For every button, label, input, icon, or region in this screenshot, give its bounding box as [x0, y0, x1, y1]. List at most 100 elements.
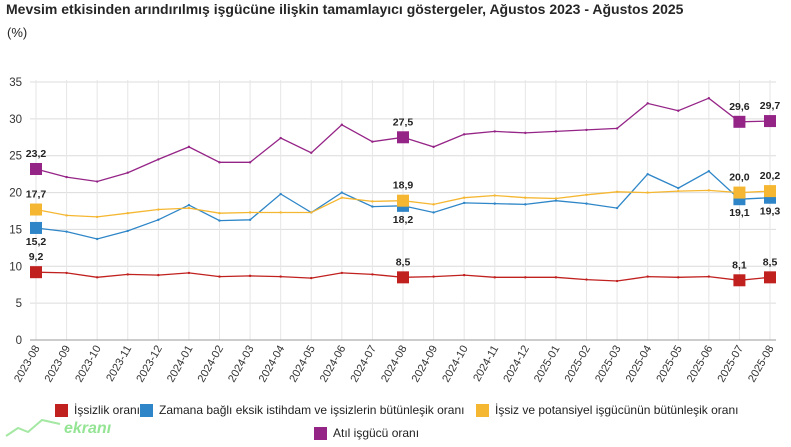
x-tick-label: 2023-09: [43, 344, 74, 385]
highlight-marker: [764, 115, 776, 128]
data-point: [371, 273, 374, 276]
data-point: [65, 214, 68, 217]
x-tick-label: 2024-09: [410, 344, 441, 385]
x-tick-label: 2024-12: [501, 344, 532, 385]
data-label: 23,2: [26, 148, 47, 160]
data-point: [432, 203, 435, 206]
data-point: [157, 218, 160, 222]
data-point: [432, 275, 435, 278]
highlight-marker: [733, 274, 746, 287]
data-point: [310, 151, 313, 154]
data-point: [218, 161, 221, 164]
data-point: [310, 276, 313, 280]
data-point: [585, 128, 588, 132]
y-tick-label: 20: [9, 188, 22, 200]
data-point: [677, 109, 680, 112]
data-point: [279, 192, 282, 196]
highlight-marker: [397, 194, 409, 207]
data-point: [371, 200, 374, 203]
highlight-marker: [733, 186, 746, 199]
data-point: [585, 278, 588, 281]
x-tick-label: 2023-10: [73, 344, 104, 385]
data-point: [371, 205, 374, 208]
data-point: [707, 97, 711, 100]
data-point: [310, 211, 313, 214]
unit-label: (%): [7, 25, 28, 40]
x-tick-label: 2025-04: [624, 344, 655, 385]
x-tick-label: 2024-10: [440, 344, 471, 385]
data-label: 18,2: [393, 214, 414, 226]
x-tick-label: 2024-04: [257, 344, 288, 385]
highlight-marker: [30, 162, 42, 175]
highlight-marker: [764, 185, 776, 198]
y-tick-label: 10: [9, 261, 22, 273]
x-tick-label: 2023-08: [12, 344, 43, 385]
data-point: [432, 145, 435, 149]
data-point: [340, 123, 344, 126]
data-label: 9,2: [29, 251, 44, 263]
data-point: [371, 140, 374, 143]
highlight-marker: [397, 131, 409, 144]
data-label: 19,3: [760, 206, 781, 218]
data-label: 8,1: [732, 259, 747, 271]
data-label: 17,7: [26, 189, 47, 201]
data-point: [126, 229, 129, 233]
data-label: 20,0: [729, 172, 750, 184]
series-markers: [30, 97, 776, 287]
legend-item-unemployment[interactable]: İşsizlik oranı: [55, 403, 140, 417]
data-point: [677, 189, 680, 193]
data-point: [218, 212, 221, 215]
data-point: [279, 211, 282, 214]
highlight-marker: [397, 271, 409, 284]
data-label: 15,2: [26, 236, 47, 248]
data-point: [462, 133, 466, 136]
data-label: 29,7: [760, 100, 781, 112]
data-point: [554, 276, 558, 279]
watermark-logo: ekranı: [4, 414, 134, 442]
gridlines: [30, 80, 776, 341]
x-tick-label: 2024-03: [226, 344, 257, 385]
data-point: [279, 275, 282, 278]
data-point: [279, 136, 282, 140]
data-point: [126, 212, 129, 215]
data-point: [218, 219, 221, 222]
data-point: [432, 211, 435, 214]
y-tick-label: 0: [16, 335, 22, 347]
x-tick-label: 2025-08: [746, 344, 777, 385]
data-point: [493, 194, 496, 197]
data-point: [677, 186, 680, 190]
data-label: 8,5: [763, 256, 778, 268]
legend-swatch-unemployment: [55, 403, 68, 417]
data-point: [157, 273, 160, 277]
x-tick-label: 2024-01: [165, 344, 196, 385]
data-point: [157, 158, 160, 161]
y-tick-label: 5: [16, 298, 22, 310]
x-tick-label: 2025-06: [685, 344, 716, 385]
x-tick-label: 2024-06: [318, 344, 349, 385]
data-point: [95, 237, 99, 241]
data-point: [95, 276, 99, 279]
data-point: [462, 201, 466, 205]
data-point: [187, 145, 191, 149]
highlight-marker: [30, 266, 42, 279]
legend-item-time-related-underemployment[interactable]: Zamana bağlı eksik istihdam ve işsizleri…: [140, 403, 464, 417]
x-tick-label: 2024-11: [471, 344, 501, 384]
data-point: [218, 275, 221, 278]
data-point: [187, 206, 191, 210]
data-point: [554, 130, 558, 133]
x-tick-label: 2025-03: [593, 344, 624, 385]
legend-item-potential-labour-force[interactable]: İşsiz ve potansiyel işgücünün bütünleşik…: [476, 403, 738, 417]
watermark-text: ekranı: [64, 420, 112, 437]
data-label: 27,5: [393, 116, 414, 128]
data-point: [707, 275, 711, 278]
legend-item-idle-labour[interactable]: Atıl işgücü oranı: [314, 426, 419, 440]
y-tick-label: 25: [9, 151, 22, 163]
data-label: 8,5: [396, 256, 411, 268]
data-point: [585, 193, 588, 196]
legend-swatch-time-related-underemployment: [140, 403, 153, 417]
data-point: [646, 191, 649, 194]
data-point: [462, 273, 466, 277]
data-label: 20,2: [760, 170, 781, 182]
x-tick-label: 2025-05: [654, 344, 685, 385]
